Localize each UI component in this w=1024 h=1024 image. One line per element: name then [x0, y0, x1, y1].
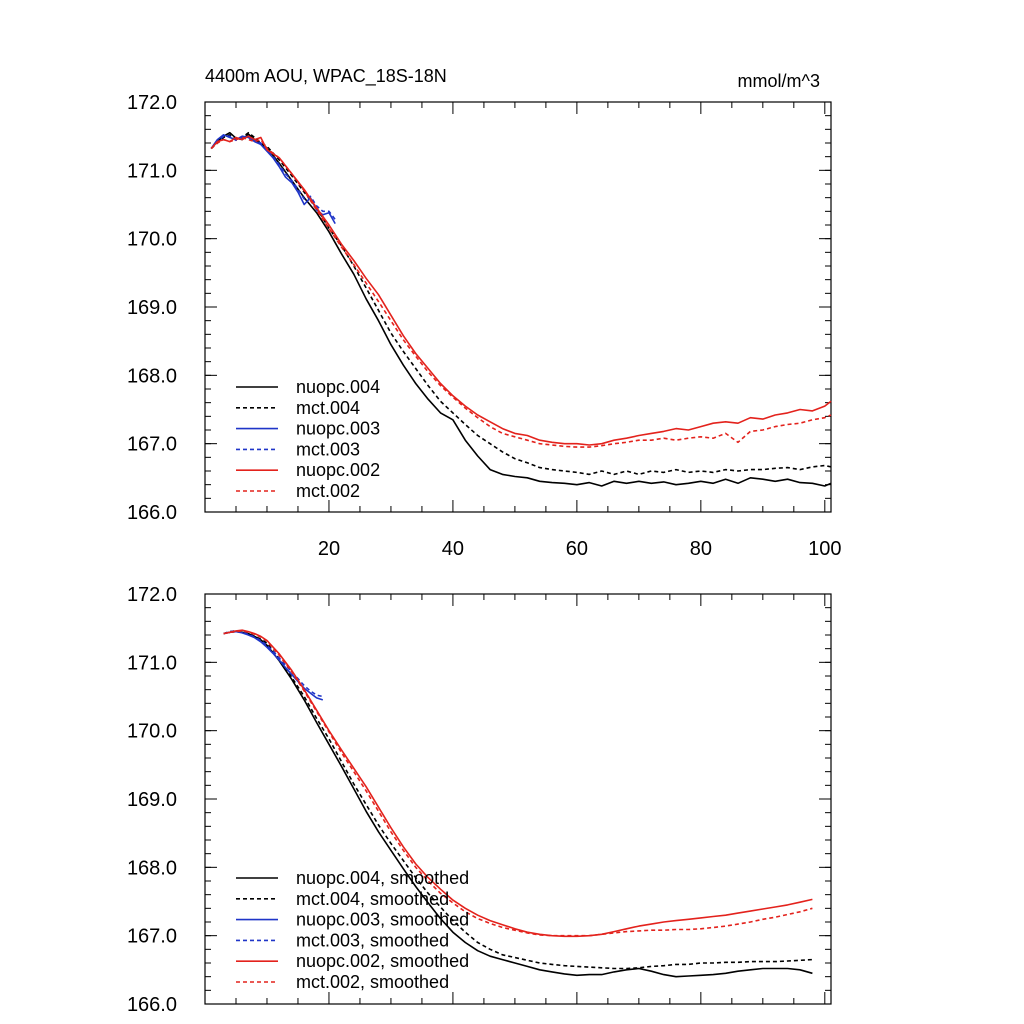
legend-entry: mct.003, smoothed — [296, 930, 449, 950]
y-tick-label: 172.0 — [127, 584, 177, 606]
y-tick-label: 172.0 — [127, 92, 177, 114]
y-tick-label: 168.0 — [127, 857, 177, 879]
y-tick-label: 166.0 — [127, 502, 177, 524]
series-line-nuopc-002-smoothed — [223, 629, 813, 938]
legend-entry: nuopc.004 — [296, 377, 380, 397]
y-tick-label: 169.0 — [127, 297, 177, 319]
series-line-mct-004 — [210, 131, 832, 476]
legend-entry: mct.004, smoothed — [296, 889, 449, 909]
y-tick-label: 170.0 — [127, 229, 177, 251]
series-line-nuopc-004-smoothed — [223, 630, 813, 978]
chart-panel-top: 4400m AOU, WPAC_18S-18N mmol/m^3 172.0 17… — [127, 66, 842, 560]
legend-entry: nuopc.003 — [296, 419, 380, 439]
x-tick-label: 60 — [566, 538, 588, 560]
series-line-nuopc-003 — [210, 134, 336, 224]
y-tick-label: 167.0 — [127, 434, 177, 456]
x-tick-label: 80 — [690, 538, 712, 560]
y-tick-label: 167.0 — [127, 926, 177, 948]
legend-entry: mct.004 — [296, 398, 360, 418]
legend-entry: mct.003 — [296, 439, 360, 459]
legend-entry: mct.002, smoothed — [296, 972, 449, 992]
y-tick-label: 166.0 — [127, 994, 177, 1016]
legend-entry: nuopc.004, smoothed — [296, 868, 469, 888]
series-line-nuopc-002 — [210, 135, 832, 446]
y-tick-label: 171.0 — [127, 160, 177, 182]
y-tick-label: 170.0 — [127, 721, 177, 743]
chart-title: 4400m AOU, WPAC_18S-18N — [205, 66, 447, 87]
series-line-mct-003 — [210, 135, 336, 220]
legend-entry: mct.002 — [296, 481, 360, 501]
x-tick-label: 20 — [318, 538, 340, 560]
legend-entry: nuopc.002 — [296, 460, 380, 480]
x-tick-label: 40 — [442, 538, 464, 560]
chart-panel-bottom: 172.0 171.0 170.0 169.0 168.0 167.0 166.0 nuopc… — [127, 584, 832, 1016]
y-tick-label: 169.0 — [127, 789, 177, 811]
legend-entry: nuopc.002, smoothed — [296, 951, 469, 971]
chart-units-label: mmol/m^3 — [738, 71, 820, 91]
legend-entry: nuopc.003, smoothed — [296, 910, 469, 930]
x-tick-label: 100 — [808, 538, 841, 560]
y-tick-label: 171.0 — [127, 652, 177, 674]
series-line-mct-003-smoothed — [223, 630, 323, 698]
y-tick-label: 168.0 — [127, 365, 177, 387]
